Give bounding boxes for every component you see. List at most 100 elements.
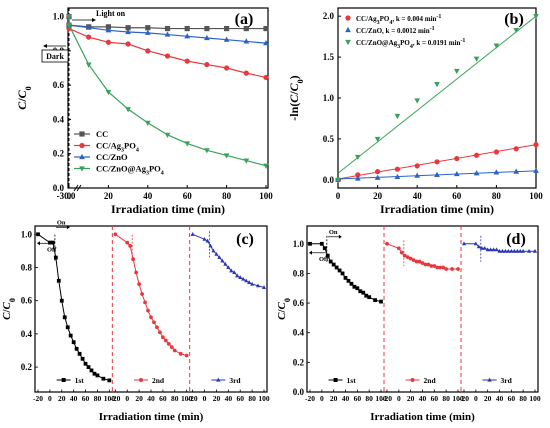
data-point (396, 246, 401, 251)
data-point (420, 261, 425, 265)
data-point (184, 353, 189, 358)
y-tick-label: 0.6 (53, 80, 65, 90)
data-point (434, 82, 440, 88)
data-point (238, 275, 243, 279)
panel-b: 0 20 40 60 80 100 0.0 0.5 1.0 1.5 2.0 CC/Ag3PO4, k … (287, 7, 543, 216)
axis-break (73, 184, 79, 192)
data-point (250, 281, 255, 286)
data-point (385, 241, 389, 246)
data-point (163, 338, 168, 343)
data-point (68, 333, 73, 338)
annotation-dark: Dark (46, 52, 64, 61)
arrow-head (37, 241, 40, 246)
data-point (205, 238, 210, 243)
data-point (454, 155, 460, 162)
x-tick-label: 0 (474, 394, 478, 403)
y-tick-label: 0.8 (293, 268, 305, 278)
data-point (169, 345, 174, 350)
data-point (85, 62, 92, 68)
x-tick-label: 80 (442, 394, 450, 403)
data-point (202, 237, 207, 241)
legend-marker (410, 378, 415, 382)
data-point (337, 268, 342, 273)
data-point (411, 258, 416, 262)
data-point (101, 376, 106, 381)
data-point (164, 31, 171, 37)
data-point (325, 253, 330, 258)
data-point (66, 23, 72, 29)
data-point (243, 70, 249, 76)
data-point (184, 141, 191, 147)
data-point (518, 248, 523, 253)
cycle-line-1 (115, 233, 187, 356)
data-point (533, 167, 539, 173)
series-line-1 (68, 16, 267, 79)
x-tick-label: 80 (171, 394, 179, 403)
data-point (214, 251, 219, 256)
data-point (261, 285, 267, 289)
data-point (255, 283, 261, 288)
arrow-head (338, 234, 342, 239)
x-tick-label: 80 (248, 394, 256, 403)
x-tick-label: 100 (375, 394, 387, 403)
y-tick-label: 0.6 (293, 298, 305, 308)
data-point (105, 24, 111, 30)
legend-marker (79, 142, 85, 149)
data-point (184, 33, 191, 39)
data-point (125, 107, 131, 113)
data-point (125, 28, 131, 35)
data-point (71, 340, 76, 345)
legend-marker (345, 39, 351, 46)
y-tick-label: 0.2 (21, 362, 33, 372)
y-axis-label: -ln(C/C0) (287, 75, 305, 120)
data-point (92, 371, 97, 376)
data-point (211, 248, 216, 253)
annotation-light-on: Light on (96, 9, 126, 18)
legend-label: CC/ZnO, k = 0.0012 min-1 (356, 26, 435, 35)
data-point (434, 159, 440, 165)
data-point (146, 308, 150, 313)
x-tick-label: 100 (452, 394, 464, 403)
data-point (143, 300, 147, 305)
y-tick-label: 1.0 (323, 93, 335, 103)
data-point (493, 169, 500, 175)
data-point (331, 262, 336, 267)
series-line-0 (68, 16, 266, 30)
y-axis-label: C/C0 (276, 298, 292, 320)
x-tick-label: 20 (213, 394, 221, 403)
data-point (493, 149, 499, 155)
data-point (208, 243, 213, 248)
data-point (417, 259, 422, 264)
data-point (149, 315, 153, 320)
y-axis-label: C/C0 (1, 298, 17, 320)
data-point (354, 154, 361, 161)
data-point (476, 244, 481, 249)
x-tick-label: 40 (342, 394, 350, 403)
data-point (473, 170, 480, 176)
data-point (408, 256, 413, 261)
panel-a: -30.00204060801000.00.20.40.60.81.0Light… (15, 7, 273, 216)
x-tick-label: 40 (496, 394, 504, 403)
dark-box (41, 49, 69, 63)
x-tick-label: 100 (259, 191, 273, 201)
data-point (263, 40, 269, 46)
data-point (137, 282, 142, 286)
data-point (80, 356, 85, 361)
legend-marker (61, 378, 66, 382)
annotation-on: On (329, 229, 338, 236)
data-point (47, 240, 52, 245)
y-tick-label: 0.0 (293, 387, 305, 397)
data-point (515, 248, 520, 253)
data-point (145, 25, 151, 31)
data-point (343, 275, 348, 280)
data-point (441, 265, 446, 270)
data-point (145, 48, 151, 54)
arrow-head (66, 225, 70, 230)
data-point (164, 25, 171, 32)
panel-label: (d) (506, 231, 526, 248)
data-point (349, 281, 354, 286)
axis-break (76, 184, 82, 192)
y-tick-label: 0.2 (53, 149, 65, 159)
data-point (134, 270, 139, 275)
data-point (220, 258, 225, 263)
